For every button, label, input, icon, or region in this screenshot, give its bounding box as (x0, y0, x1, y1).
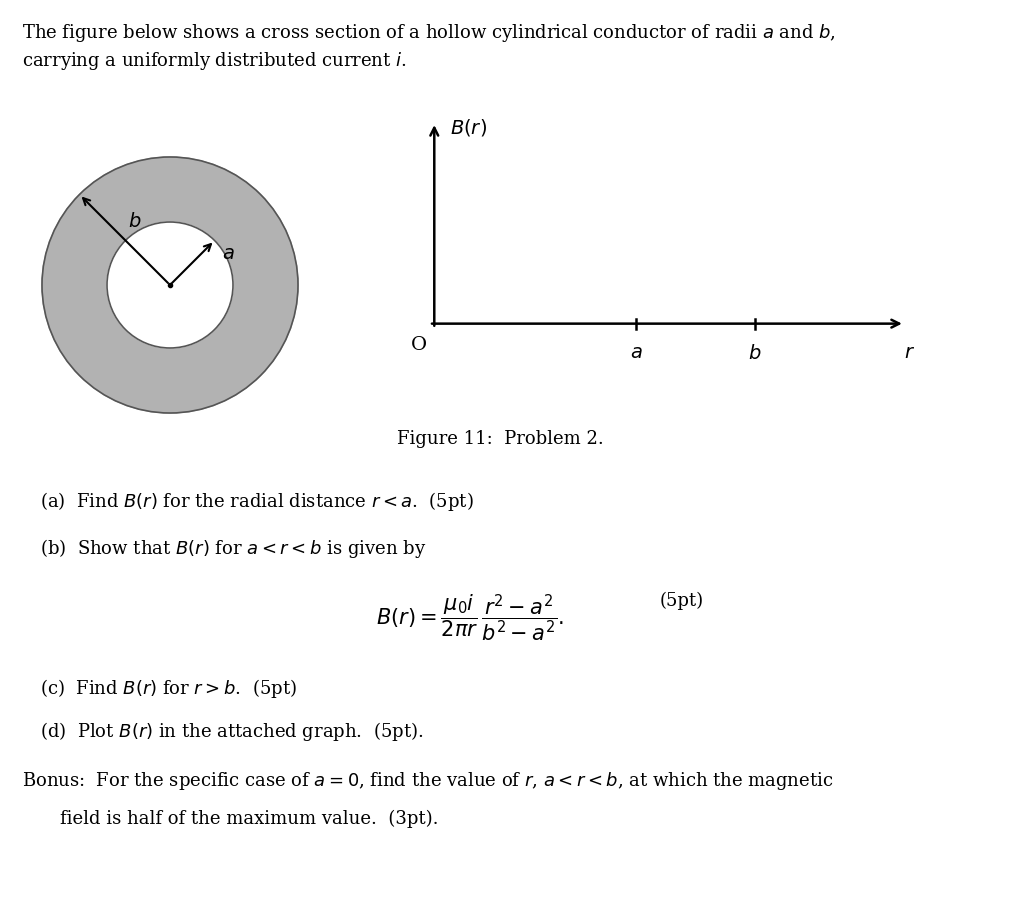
Text: $B(r) = \dfrac{\mu_0 i}{2\pi r}\,\dfrac{r^2 - a^2}{b^2 - a^2}.$: $B(r) = \dfrac{\mu_0 i}{2\pi r}\,\dfrac{… (376, 592, 565, 643)
Text: (d)  Plot $B(r)$ in the attached graph.  (5pt).: (d) Plot $B(r)$ in the attached graph. (… (40, 720, 424, 743)
Text: $a$: $a$ (630, 344, 642, 362)
Text: $B(r)$: $B(r)$ (450, 117, 487, 138)
Text: (c)  Find $B(r)$ for $r > b$.  (5pt): (c) Find $B(r)$ for $r > b$. (5pt) (40, 677, 297, 700)
Text: O: O (410, 336, 427, 354)
Text: $a$: $a$ (222, 245, 235, 262)
Text: Figure 11:  Problem 2.: Figure 11: Problem 2. (397, 430, 604, 448)
Text: (5pt): (5pt) (660, 592, 704, 611)
Text: Bonus:  For the specific case of $a = 0$, find the value of $r$, $a < r < b$, at: Bonus: For the specific case of $a = 0$,… (22, 770, 833, 792)
Text: carrying a uniformly distributed current $i$.: carrying a uniformly distributed current… (22, 50, 406, 72)
Text: The figure below shows a cross section of a hollow cylindrical conductor of radi: The figure below shows a cross section o… (22, 22, 835, 44)
Text: (a)  Find $B(r)$ for the radial distance $r < a$.  (5pt): (a) Find $B(r)$ for the radial distance … (40, 490, 474, 513)
Text: $b$: $b$ (127, 212, 141, 231)
Text: (b)  Show that $B(r)$ for $a < r < b$ is given by: (b) Show that $B(r)$ for $a < r < b$ is … (40, 537, 426, 560)
Circle shape (42, 157, 298, 413)
Text: $b$: $b$ (748, 344, 762, 363)
Text: $r$: $r$ (905, 344, 915, 362)
Circle shape (107, 222, 233, 348)
Text: field is half of the maximum value.  (3pt).: field is half of the maximum value. (3pt… (60, 810, 438, 828)
